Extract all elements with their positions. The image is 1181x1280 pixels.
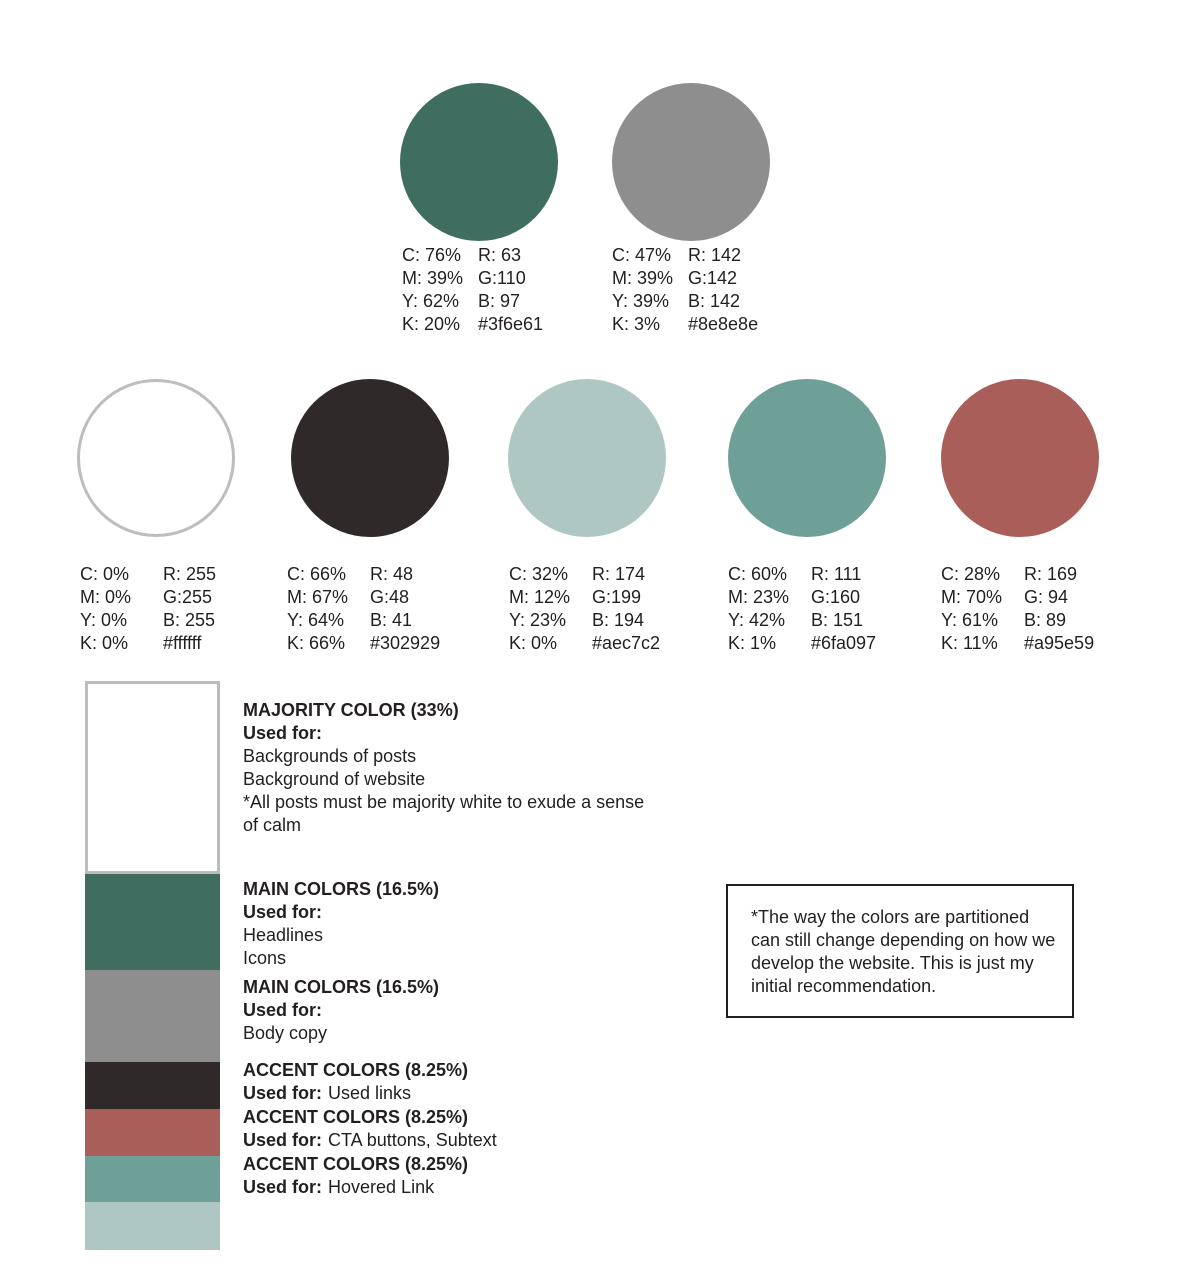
- accent-2-use-value: CTA buttons, Subtext: [328, 1130, 497, 1150]
- majority-color-description: MAJORITY COLOR (33%) Used for: Backgroun…: [243, 699, 644, 837]
- swatch-circle-teal: [728, 379, 886, 537]
- swatch-circle-white: [77, 379, 235, 537]
- swatch-circle-dark-green: [400, 83, 558, 241]
- main-2-used-for-label: Used for:: [243, 1000, 323, 1020]
- accent-1-heading: ACCENT COLORS (8.25%): [243, 1060, 469, 1080]
- proportion-bar-red: [85, 1109, 220, 1156]
- majority-use-line: Background of website: [243, 769, 426, 789]
- main-2-use-line: Body copy: [243, 1023, 328, 1043]
- main-1-use-line: Headlines: [243, 925, 324, 945]
- proportion-bar-gray: [85, 970, 220, 1062]
- majority-used-for-label: Used for:: [243, 723, 323, 743]
- main-color-1-description: MAIN COLORS (16.5%) Used for: Headlines …: [243, 878, 439, 970]
- accent-color-3-description: ACCENT COLORS (8.25%) Used for: Hovered L…: [243, 1153, 468, 1199]
- main-1-heading: MAIN COLORS (16.5%): [243, 879, 440, 899]
- note-line: can still change depending on how we: [751, 930, 1056, 950]
- accent-2-used-for-label: Used for:: [243, 1130, 323, 1150]
- accent-color-2-description: ACCENT COLORS (8.25%) Used for: CTA butto…: [243, 1106, 497, 1152]
- main-1-use-line: Icons: [243, 948, 287, 968]
- accent-1-use-value: Used links: [328, 1083, 412, 1103]
- main-1-used-for-label: Used for:: [243, 902, 323, 922]
- majority-use-line: of calm: [243, 815, 302, 835]
- swatch-circle-gray: [612, 83, 770, 241]
- main-2-heading: MAIN COLORS (16.5%): [243, 977, 440, 997]
- main-color-2-description: MAIN COLORS (16.5%) Used for: Body copy: [243, 976, 439, 1045]
- accent-3-heading: ACCENT COLORS (8.25%): [243, 1154, 469, 1174]
- swatch-circle-red: [941, 379, 1099, 537]
- accent-3-used-for-label: Used for:: [243, 1177, 323, 1197]
- proportion-bar-teal: [85, 1156, 220, 1202]
- majority-heading: MAJORITY COLOR (33%): [243, 700, 459, 720]
- proportion-bar-light-teal: [85, 1202, 220, 1250]
- majority-use-line: *All posts must be majority white to exu…: [243, 792, 645, 812]
- proportion-bar-dark-green: [85, 874, 220, 970]
- accent-3-use-value: Hovered Link: [328, 1177, 435, 1197]
- partition-note-box: *The way the colors are partitioned can …: [726, 884, 1074, 1018]
- note-line: develop the website. This is just my: [751, 953, 1034, 973]
- accent-1-used-for-label: Used for:: [243, 1083, 323, 1103]
- accent-color-1-description: ACCENT COLORS (8.25%) Used for: Used link…: [243, 1059, 468, 1105]
- proportion-bar-white: [85, 681, 220, 874]
- majority-use-line: Backgrounds of posts: [243, 746, 417, 766]
- swatch-circle-light-teal: [508, 379, 666, 537]
- swatch-circle-charcoal: [291, 379, 449, 537]
- proportion-bar-charcoal: [85, 1062, 220, 1109]
- note-line: initial recommendation.: [751, 976, 937, 996]
- note-line: *The way the colors are partitioned: [751, 907, 1030, 927]
- accent-2-heading: ACCENT COLORS (8.25%): [243, 1107, 469, 1127]
